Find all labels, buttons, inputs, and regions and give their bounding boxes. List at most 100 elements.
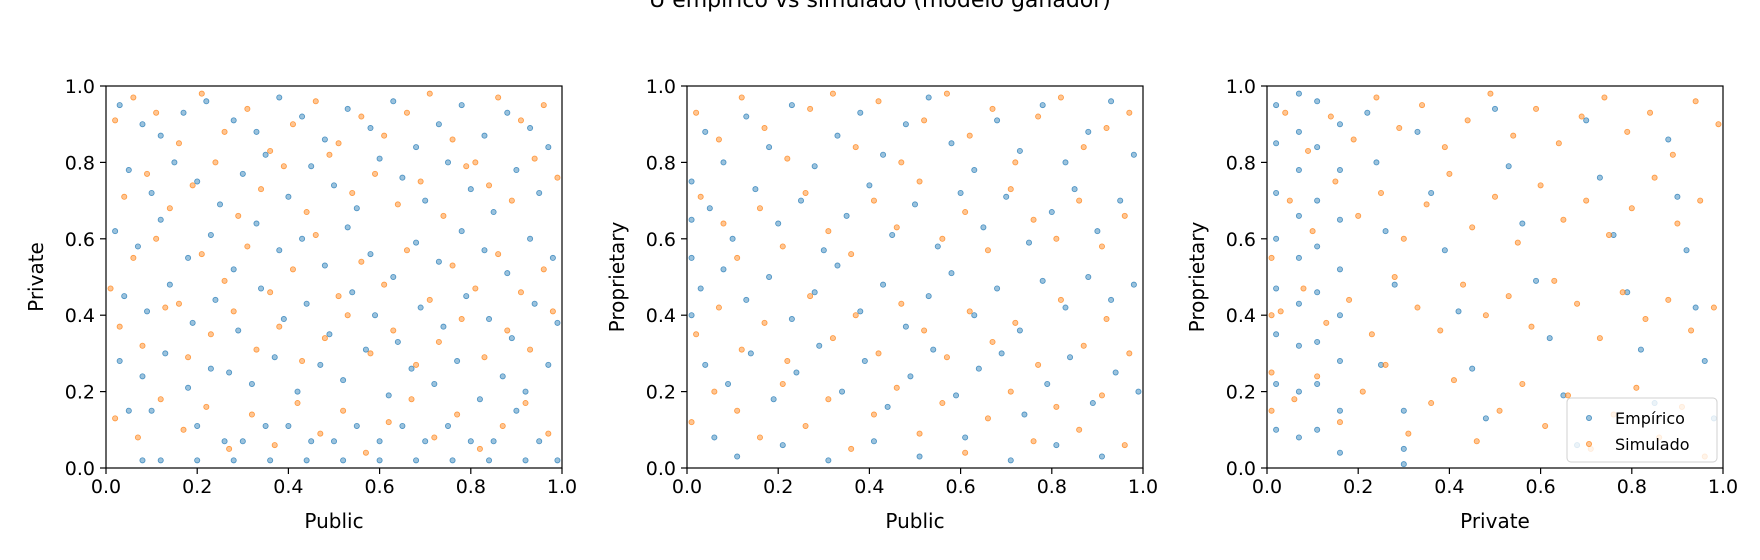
point-simulado-92 xyxy=(385,419,392,426)
y-tick-label: 0.0 xyxy=(65,458,95,480)
point-simulado-29 xyxy=(893,224,900,231)
point-simulado-3 xyxy=(1268,407,1275,414)
point-empirico-25 xyxy=(729,235,736,242)
point-simulado-55 xyxy=(449,262,456,269)
point-empirico-17 xyxy=(504,109,511,116)
point-empirico-31 xyxy=(1336,407,1343,414)
point-simulado-27 xyxy=(848,251,855,258)
point-simulado-86 xyxy=(248,411,255,418)
point-simulado-97 xyxy=(499,422,506,429)
point-empirico-113 xyxy=(467,438,474,445)
points-group xyxy=(688,90,1142,464)
point-simulado-32 xyxy=(1469,224,1476,231)
point-empirico-81 xyxy=(162,350,169,357)
point-empirico-110 xyxy=(399,422,406,429)
x-tick-label: 0.4 xyxy=(1434,476,1464,498)
point-simulado-67 xyxy=(1382,361,1389,368)
point-empirico-67 xyxy=(793,369,800,376)
x-tick-label: 0.6 xyxy=(364,476,394,498)
point-simulado-11 xyxy=(943,90,950,97)
point-simulado-37 xyxy=(508,197,515,204)
point-simulado-6 xyxy=(1327,113,1334,120)
point-empirico-60 xyxy=(1085,273,1092,280)
point-simulado-74 xyxy=(1007,388,1014,395)
point-simulado-74 xyxy=(1542,422,1549,429)
point-empirico-40 xyxy=(1400,461,1407,468)
point-empirico-60 xyxy=(144,308,151,315)
legend-label-simulado: Simulado xyxy=(1615,435,1690,454)
point-simulado-5 xyxy=(1305,147,1312,154)
point-empirico-46 xyxy=(766,273,773,280)
point-empirico-32 xyxy=(399,174,406,181)
point-empirico-2 xyxy=(688,254,695,261)
point-empirico-51 xyxy=(390,273,397,280)
point-empirico-21 xyxy=(1314,289,1321,296)
point-simulado-53 xyxy=(403,247,410,254)
point-simulado-68 xyxy=(870,411,877,418)
point-empirico-14 xyxy=(1295,342,1302,349)
point-empirico-52 xyxy=(1560,392,1567,399)
y-tick-label: 1.0 xyxy=(65,76,95,98)
point-simulado-43 xyxy=(175,300,182,307)
point-empirico-29 xyxy=(1336,312,1343,319)
point-empirico-124 xyxy=(376,457,383,464)
point-empirico-13 xyxy=(1295,300,1302,307)
point-empirico-100 xyxy=(148,407,155,414)
point-simulado-7 xyxy=(1350,136,1357,143)
point-empirico-84 xyxy=(734,453,741,460)
point-empirico-43 xyxy=(1441,247,1448,254)
point-empirico-11 xyxy=(1295,212,1302,219)
point-simulado-44 xyxy=(1300,285,1307,292)
point-empirico-4 xyxy=(702,128,709,135)
point-empirico-72 xyxy=(417,304,424,311)
point-simulado-4 xyxy=(198,90,205,97)
point-simulado-89 xyxy=(317,430,324,437)
point-simulado-64 xyxy=(779,380,786,387)
point-empirico-38 xyxy=(1026,239,1033,246)
point-simulado-22 xyxy=(166,205,173,212)
point-empirico-20 xyxy=(1314,243,1321,250)
y-tick-label: 0.0 xyxy=(646,458,676,480)
point-simulado-58 xyxy=(517,289,524,296)
point-simulado-16 xyxy=(1555,140,1562,147)
point-empirico-78 xyxy=(1044,380,1051,387)
point-empirico-80 xyxy=(1089,400,1096,407)
point-simulado-69 xyxy=(1428,400,1435,407)
point-empirico-89 xyxy=(340,377,347,384)
point-simulado-22 xyxy=(734,254,741,261)
point-empirico-78 xyxy=(554,319,561,326)
point-simulado-75 xyxy=(1030,438,1037,445)
point-simulado-75 xyxy=(458,316,465,323)
point-simulado-56 xyxy=(472,285,479,292)
point-empirico-92 xyxy=(408,365,415,372)
point-empirico-18 xyxy=(1016,147,1023,154)
point-empirico-61 xyxy=(1108,296,1115,303)
point-empirico-33 xyxy=(1364,109,1371,116)
point-empirico-77 xyxy=(1021,411,1028,418)
point-empirico-3 xyxy=(180,109,187,116)
y-tick-label: 0.6 xyxy=(1226,229,1256,251)
point-simulado-65 xyxy=(1336,419,1343,426)
point-simulado-11 xyxy=(358,113,365,120)
point-simulado-18 xyxy=(1601,94,1608,101)
point-empirico-96 xyxy=(499,373,506,380)
point-empirico-66 xyxy=(280,316,287,323)
point-simulado-75 xyxy=(1564,392,1571,399)
point-simulado-16 xyxy=(472,159,479,166)
point-simulado-19 xyxy=(1126,109,1133,116)
point-empirico-8 xyxy=(788,102,795,109)
x-tick-label: 0.0 xyxy=(672,476,702,498)
point-simulado-46 xyxy=(244,243,251,250)
y-tick-label: 0.8 xyxy=(1226,152,1256,174)
point-empirico-73 xyxy=(930,346,937,353)
point-empirico-15 xyxy=(1295,388,1302,395)
point-empirico-57 xyxy=(527,235,534,242)
point-simulado-72 xyxy=(390,327,397,334)
point-simulado-21 xyxy=(1669,151,1676,158)
point-empirico-61 xyxy=(166,281,173,288)
point-empirico-36 xyxy=(1391,281,1398,288)
point-empirico-91 xyxy=(1053,442,1060,449)
point-empirico-20 xyxy=(1062,159,1069,166)
point-empirico-70 xyxy=(372,312,379,319)
point-simulado-45 xyxy=(1323,319,1330,326)
